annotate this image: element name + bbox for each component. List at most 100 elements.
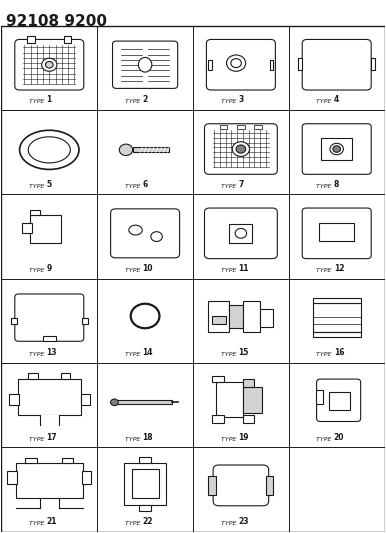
Ellipse shape	[28, 137, 70, 163]
Bar	[82, 471, 91, 484]
Bar	[133, 148, 169, 152]
Text: TYPE: TYPE	[29, 521, 46, 526]
Text: TYPE: TYPE	[29, 268, 46, 273]
Bar	[30, 215, 61, 243]
Bar	[243, 379, 254, 387]
Text: 23: 23	[238, 517, 249, 526]
Circle shape	[111, 399, 118, 406]
FancyBboxPatch shape	[205, 124, 277, 174]
Circle shape	[119, 144, 133, 156]
Ellipse shape	[129, 225, 142, 235]
Bar	[124, 463, 166, 505]
Text: TYPE: TYPE	[220, 268, 238, 273]
Text: 10: 10	[142, 264, 153, 273]
FancyBboxPatch shape	[213, 465, 269, 506]
Circle shape	[42, 58, 57, 71]
Text: 14: 14	[142, 349, 153, 357]
Text: TYPE: TYPE	[220, 521, 238, 526]
Text: TYPE: TYPE	[29, 100, 46, 104]
Text: 6: 6	[142, 180, 147, 189]
Bar	[81, 394, 90, 405]
Bar	[208, 60, 212, 70]
Bar	[313, 332, 361, 337]
Bar	[216, 382, 243, 417]
Bar	[27, 36, 35, 43]
Bar	[22, 223, 32, 232]
Text: 18: 18	[142, 433, 153, 442]
Text: TYPE: TYPE	[317, 184, 334, 189]
Bar	[212, 316, 225, 324]
Bar	[42, 336, 56, 341]
Text: TYPE: TYPE	[125, 352, 142, 357]
Bar	[266, 475, 273, 495]
Circle shape	[231, 59, 241, 68]
Bar	[243, 387, 262, 413]
Bar	[7, 471, 17, 484]
Bar	[9, 394, 19, 405]
Bar	[132, 469, 159, 498]
Text: TYPE: TYPE	[125, 521, 142, 526]
Bar	[28, 373, 38, 379]
Bar	[11, 318, 17, 324]
Text: TYPE: TYPE	[125, 268, 142, 273]
Circle shape	[227, 55, 246, 71]
Text: 12: 12	[334, 264, 344, 273]
Bar	[132, 469, 159, 498]
Bar	[64, 36, 71, 43]
Circle shape	[151, 232, 163, 241]
Text: 11: 11	[238, 264, 249, 273]
Bar	[229, 223, 252, 243]
Text: 20: 20	[334, 433, 344, 442]
Text: 13: 13	[46, 349, 57, 357]
Text: TYPE: TYPE	[317, 268, 334, 273]
Text: 2: 2	[142, 95, 147, 104]
FancyBboxPatch shape	[302, 208, 371, 259]
Bar	[260, 310, 273, 327]
Bar	[212, 376, 223, 382]
Circle shape	[236, 145, 246, 153]
Bar	[208, 301, 229, 332]
Bar	[243, 415, 254, 423]
Bar	[313, 298, 361, 303]
Text: 3: 3	[238, 95, 243, 104]
Bar	[208, 475, 216, 495]
Bar	[298, 58, 302, 70]
FancyBboxPatch shape	[302, 124, 371, 174]
Text: 8: 8	[334, 180, 339, 189]
FancyBboxPatch shape	[302, 39, 371, 90]
Bar	[220, 125, 227, 130]
Circle shape	[330, 143, 344, 155]
Bar	[61, 373, 70, 379]
Bar	[254, 125, 262, 130]
FancyBboxPatch shape	[207, 39, 275, 90]
Circle shape	[235, 229, 247, 238]
Bar	[270, 60, 273, 70]
Bar	[329, 392, 350, 410]
Bar	[139, 505, 151, 511]
Bar	[139, 457, 151, 463]
Bar	[40, 415, 59, 425]
Text: TYPE: TYPE	[29, 184, 46, 189]
Bar	[114, 400, 172, 405]
Bar	[371, 58, 375, 70]
Bar	[212, 415, 223, 423]
Text: 22: 22	[142, 517, 153, 526]
Text: 92108 9200: 92108 9200	[6, 14, 107, 29]
Bar	[313, 303, 361, 332]
FancyBboxPatch shape	[205, 208, 277, 259]
Bar	[229, 305, 243, 328]
FancyBboxPatch shape	[111, 209, 179, 258]
Text: TYPE: TYPE	[317, 100, 334, 104]
Bar	[322, 138, 352, 160]
Text: TYPE: TYPE	[29, 352, 46, 357]
Ellipse shape	[20, 130, 79, 169]
Bar	[237, 125, 245, 130]
Text: TYPE: TYPE	[125, 184, 142, 189]
Bar	[62, 458, 73, 463]
Text: TYPE: TYPE	[220, 437, 238, 442]
FancyBboxPatch shape	[113, 41, 178, 88]
Text: TYPE: TYPE	[220, 184, 238, 189]
Ellipse shape	[139, 58, 152, 72]
Text: TYPE: TYPE	[317, 352, 334, 357]
Circle shape	[232, 142, 249, 156]
